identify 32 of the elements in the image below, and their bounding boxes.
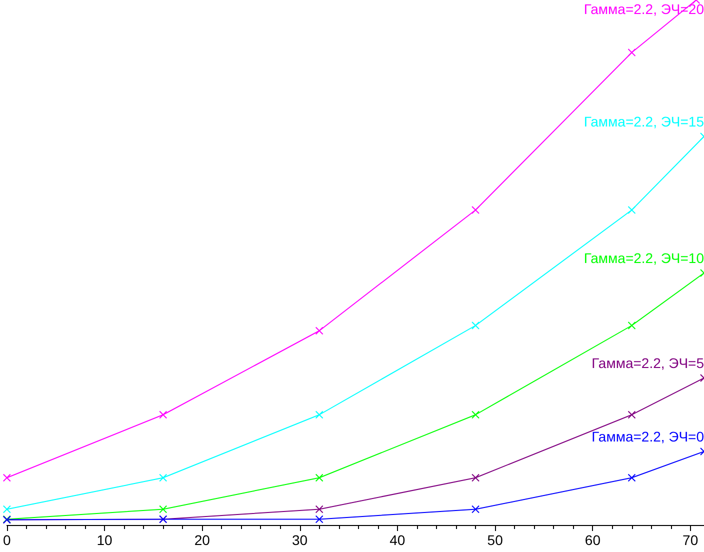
- point: [2, 474, 11, 482]
- x-tick-label: 30: [292, 532, 308, 548]
- point: [2, 505, 11, 514]
- point: [628, 206, 636, 214]
- point: [315, 515, 324, 524]
- x-tick-label: 10: [96, 532, 113, 548]
- x-tick-label: 50: [487, 532, 504, 548]
- point: [159, 410, 168, 419]
- x-tick-label: 0: [2, 532, 11, 548]
- series-label: Гамма=2.2, ЭЧ=10: [584, 250, 704, 266]
- point: [628, 474, 636, 482]
- point: [628, 410, 636, 419]
- x-tick-label: 70: [682, 532, 698, 548]
- point: [472, 410, 480, 419]
- series-label: Гамма=2.2, ЭЧ=0: [592, 428, 704, 444]
- point: [628, 48, 636, 56]
- point: [472, 206, 480, 214]
- point: [315, 410, 324, 419]
- point: [159, 505, 168, 514]
- x-tick-label: 40: [390, 532, 406, 548]
- x-tick-label: 20: [194, 532, 210, 548]
- series-label: Гамма=2.2, ЭЧ=5: [592, 355, 704, 371]
- point: [472, 474, 480, 482]
- point: [315, 474, 324, 482]
- point: [315, 326, 324, 335]
- x-tick-label: 60: [584, 532, 601, 548]
- point: [159, 474, 168, 482]
- point: [315, 505, 324, 514]
- point: [472, 322, 480, 330]
- point: [628, 322, 636, 330]
- series-label: Гамма=2.2, ЭЧ=15: [584, 114, 704, 130]
- point: [472, 505, 480, 514]
